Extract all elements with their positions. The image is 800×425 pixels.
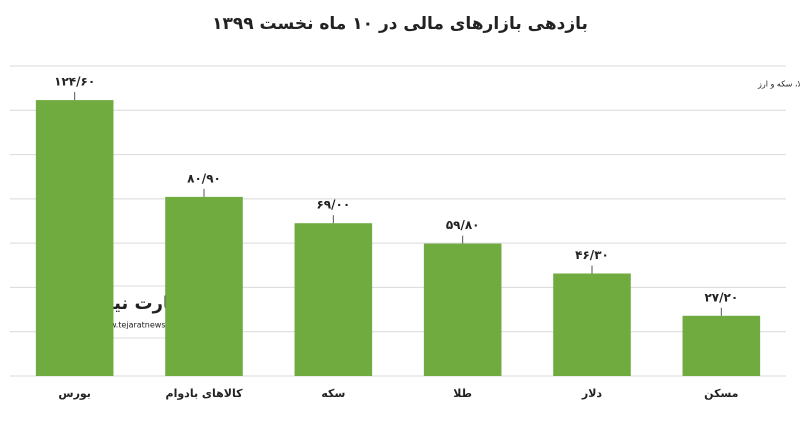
value-label: ۶۹/۰۰ [316, 198, 350, 212]
bar [553, 273, 631, 376]
bar [682, 315, 761, 376]
bar [35, 100, 114, 376]
logo-url: www.tejaratnews.com [97, 321, 185, 330]
bar [165, 196, 243, 376]
bar [294, 223, 373, 376]
x-tick-label: مسکن [704, 387, 738, 400]
x-tick-label: کالاهای بادوام [166, 387, 244, 400]
x-tick-label: دلار [581, 387, 603, 400]
value-label: ۴۶/۳۰ [575, 248, 609, 262]
value-label: ۲۷/۲۰ [704, 290, 738, 304]
value-label: ۵۹/۸۰ [446, 218, 480, 232]
value-label: ۸۰/۹۰ [187, 171, 221, 185]
chart-title: بازدهی بازارهای مالی در ۱۰ ماه نخست ۱۳۹۹ [212, 14, 588, 34]
x-tick-label: سکه [321, 387, 345, 400]
x-tick-label: طلا [453, 387, 472, 400]
value-label: ۱۲۴/۶۰ [54, 75, 95, 89]
x-tick-label: بورس [58, 387, 91, 400]
logo-text: تجارت نیوز [92, 293, 190, 314]
bar [423, 243, 502, 376]
source-note: منبع: صرافی ملی، سازمان بورس و شبکه اطلا… [757, 80, 800, 89]
